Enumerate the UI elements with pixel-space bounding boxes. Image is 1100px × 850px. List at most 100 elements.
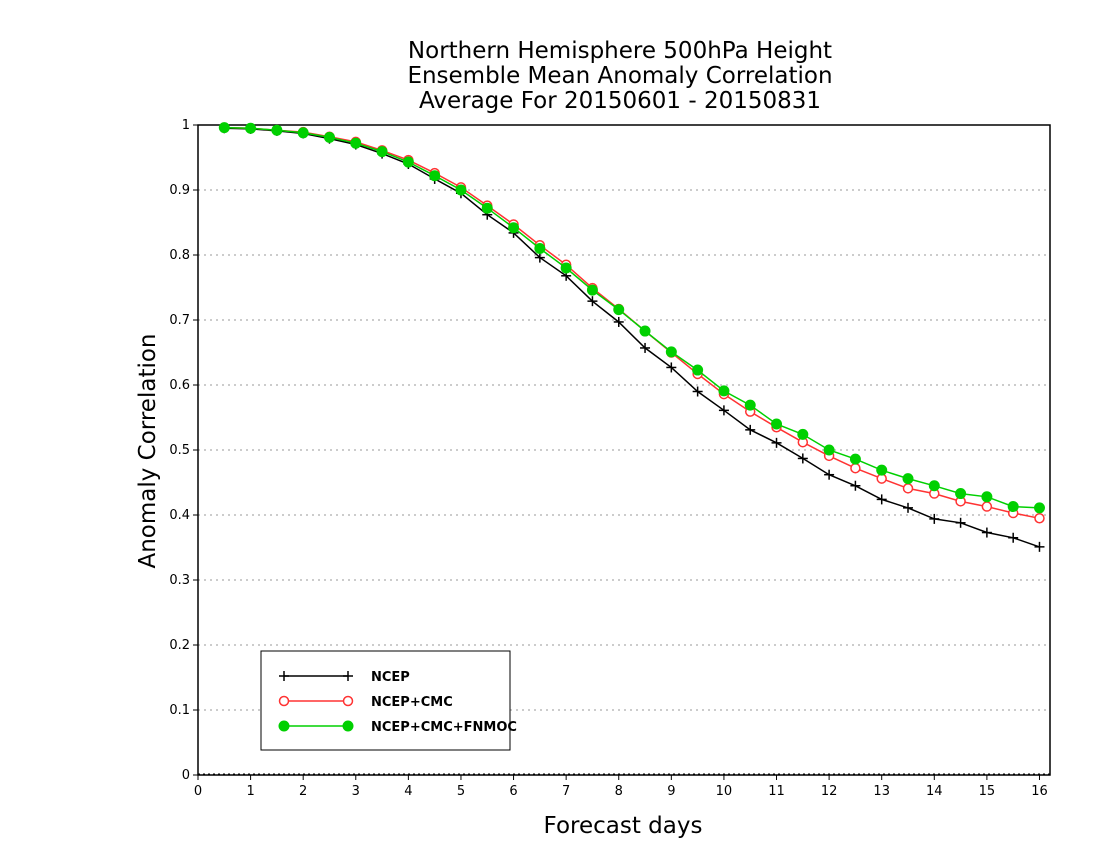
- y-tick-label: 0.7: [169, 313, 190, 328]
- x-axis: 0 1 2 3 4 5 6 7 8 9 10 11 12 13 14 15 16: [194, 775, 1048, 799]
- data-point: [1033, 502, 1045, 514]
- data-point: [981, 527, 992, 538]
- data-point: [955, 488, 967, 500]
- x-tick-label: 8: [615, 784, 623, 799]
- data-point: [613, 316, 624, 327]
- data-point: [823, 444, 835, 456]
- data-point: [718, 405, 729, 416]
- data-point: [955, 517, 966, 528]
- data-point: [1034, 513, 1045, 524]
- data-point: [692, 386, 703, 397]
- series-line: [224, 126, 1040, 520]
- chart-title-line: Ensemble Mean Anomaly Correlation: [407, 63, 832, 89]
- y-axis-label: Anomaly Correlation: [135, 333, 161, 568]
- data-point: [718, 385, 730, 397]
- data-point: [745, 424, 756, 435]
- data-point: [876, 464, 888, 476]
- x-tick-label: 1: [246, 784, 254, 799]
- x-tick-label: 3: [352, 784, 360, 799]
- series-line: [224, 126, 1040, 509]
- data-point: [402, 156, 414, 168]
- chart-title-line: Average For 20150601 - 20150831: [419, 88, 821, 114]
- y-tick-label: 0.6: [169, 378, 190, 393]
- data-point: [455, 184, 467, 196]
- data-point: [350, 137, 362, 149]
- x-axis-label: Forecast days: [544, 813, 703, 839]
- legend-marker: [343, 671, 353, 681]
- data-point: [1034, 541, 1045, 552]
- x-tick-label: 10: [716, 784, 733, 799]
- legend-marker: [279, 671, 289, 681]
- data-point: [850, 462, 861, 474]
- x-tick-label: 14: [926, 784, 943, 799]
- legend-label: NCEP: [371, 670, 410, 685]
- data-point: [824, 469, 835, 480]
- legend-label: NCEP+CMC+FNMOC: [371, 720, 517, 735]
- y-tick-label: 1: [182, 118, 190, 133]
- data-point: [586, 284, 598, 296]
- y-tick-label: 0.3: [169, 573, 190, 588]
- y-tick-label: 0.4: [169, 508, 190, 523]
- data-point: [928, 480, 940, 492]
- data-point: [640, 342, 651, 353]
- legend-label: NCEP+CMC: [371, 695, 453, 710]
- data-point: [587, 296, 598, 307]
- legend-marker: [342, 695, 354, 707]
- data-point: [902, 483, 914, 494]
- x-tick-label: 9: [667, 784, 675, 799]
- chart-title: Northern Hemisphere 500hPa HeightEnsembl…: [407, 38, 832, 114]
- data-point: [639, 325, 651, 337]
- data-point: [323, 131, 335, 143]
- data-point: [560, 262, 572, 274]
- x-tick-label: 13: [873, 784, 890, 799]
- legend-marker: [278, 720, 290, 732]
- data-point: [771, 437, 782, 448]
- data-point: [981, 501, 993, 512]
- data-point: [534, 252, 545, 263]
- data-point: [534, 243, 546, 254]
- grid-lines: [198, 189, 1050, 775]
- x-tick-label: 11: [768, 784, 785, 799]
- x-tick-label: 15: [979, 784, 996, 799]
- legend-marker: [342, 720, 354, 732]
- x-tick-label: 16: [1031, 784, 1048, 799]
- data-point: [692, 364, 704, 376]
- data-point: [1008, 532, 1019, 543]
- series-ncep-cmc-fnmoc: [218, 122, 1045, 514]
- y-tick-label: 0.5: [169, 443, 190, 458]
- y-tick-label: 0.2: [169, 638, 190, 653]
- data-point: [218, 122, 230, 134]
- y-axis: 0 0.1 0.2 0.3 0.4 0.5 0.6 0.7 0.8 0.9 1: [169, 118, 198, 783]
- data-point: [429, 170, 441, 182]
- data-point: [271, 124, 283, 136]
- chart-title-line: Northern Hemisphere 500hPa Height: [408, 38, 832, 64]
- y-tick-label: 0.9: [169, 183, 190, 198]
- data-point: [771, 418, 783, 430]
- data-point: [849, 453, 861, 465]
- data-point: [666, 362, 677, 373]
- data-point: [481, 202, 493, 214]
- x-tick-label: 6: [509, 784, 517, 799]
- data-point: [981, 491, 993, 503]
- x-tick-label: 12: [821, 784, 838, 799]
- data-point: [797, 428, 809, 440]
- data-point: [508, 222, 520, 234]
- data-point: [876, 494, 887, 505]
- series-line: [224, 127, 1040, 548]
- series-ncep-cmc: [219, 122, 1045, 524]
- legend: NCEP NCEP+CMC NCEP+CMC+FNMOC: [260, 650, 517, 751]
- x-tick-label: 4: [404, 784, 412, 799]
- x-tick-label: 0: [194, 784, 202, 799]
- series-layer: [218, 122, 1045, 552]
- data-point: [1007, 501, 1019, 513]
- y-tick-label: 0.1: [169, 703, 190, 718]
- data-point: [744, 399, 756, 411]
- x-tick-label: 7: [562, 784, 570, 799]
- data-point: [797, 453, 808, 464]
- y-tick-label: 0.8: [169, 248, 190, 263]
- x-tick-label: 5: [457, 784, 465, 799]
- x-tick-label: 2: [299, 784, 307, 799]
- data-point: [245, 122, 257, 134]
- data-point: [376, 146, 388, 158]
